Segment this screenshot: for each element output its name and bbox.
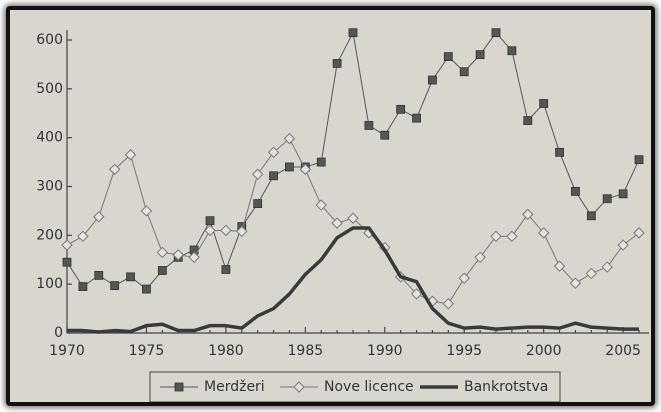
data-point: [220, 224, 232, 237]
data-point: [251, 168, 264, 180]
data-point: [221, 265, 231, 274]
data-point: [78, 282, 88, 292]
data-point: [601, 261, 613, 273]
data-point: [332, 59, 342, 68]
data-point: [299, 163, 312, 176]
data-point: [490, 230, 502, 243]
data-point: [269, 171, 278, 181]
data-point: [157, 266, 167, 275]
x-tick-label: 1970: [49, 343, 85, 359]
y-tick-label: 500: [36, 81, 63, 97]
y-tick-label: 400: [36, 130, 63, 146]
legend: Merdžeri Nove licence Bankrotstva: [149, 371, 561, 402]
data-point: [236, 225, 248, 238]
data-point: [474, 251, 486, 264]
series-line: [66, 32, 640, 290]
data-point: [315, 199, 327, 211]
x-tick-label: 2000: [526, 343, 562, 359]
legend-label: Merdžeri: [204, 379, 265, 395]
data-point: [285, 162, 294, 172]
data-point: [140, 205, 153, 217]
data-point: [93, 211, 105, 223]
data-point: [124, 149, 137, 161]
data-point: [110, 281, 120, 291]
data-point: [188, 251, 200, 264]
data-point: [507, 46, 517, 56]
data-point: [602, 194, 612, 204]
data-point: [428, 75, 437, 85]
data-point: [172, 249, 184, 261]
data-point: [553, 260, 566, 272]
data-point: [585, 267, 598, 280]
data-point: [347, 212, 359, 224]
data-point: [491, 28, 501, 38]
data-point: [267, 146, 280, 159]
data-point: [458, 272, 470, 285]
data-point: [443, 52, 453, 62]
data-point: [62, 257, 72, 267]
y-tick-label: 200: [36, 227, 63, 243]
legend-box: [149, 371, 561, 402]
data-point: [537, 227, 550, 239]
data-point: [523, 116, 533, 125]
data-point: [617, 239, 629, 251]
x-tick-label: 1990: [367, 343, 403, 359]
data-point: [156, 246, 169, 259]
data-point: [77, 230, 89, 243]
x-tick-label: 1975: [129, 343, 165, 359]
x-tick-label: 1995: [446, 343, 482, 359]
data-point: [586, 211, 596, 221]
y-tick-label: 100: [36, 276, 63, 292]
photo-frame: 0 100 200 300 400 500 600 1970 1975 1980 1985 1990 1…: [6, 6, 655, 406]
chart: 0 100 200 300 400 500 600 1970 1975 1980 1985 1990 1…: [36, 28, 649, 402]
data-point: [316, 157, 326, 167]
data-point: [142, 284, 151, 294]
x-tick-label: 2005: [605, 343, 641, 359]
data-point: [348, 28, 358, 38]
legend-label: Nove licence: [324, 379, 414, 395]
y-tick-label: 300: [36, 179, 63, 195]
data-point: [633, 227, 645, 239]
data-point: [442, 297, 455, 310]
data-point: [380, 130, 390, 140]
data-point: [506, 230, 518, 243]
legend-label: Bankrotstva: [464, 379, 548, 395]
data-point: [522, 208, 534, 221]
data-point: [412, 113, 421, 123]
data-point: [61, 239, 73, 251]
data-point: [459, 67, 469, 77]
data-point: [253, 199, 263, 208]
x-tick-label: 1980: [208, 343, 244, 359]
data-point: [569, 277, 582, 289]
data-point: [108, 163, 121, 176]
data-point: [539, 99, 549, 108]
data-point: [634, 155, 644, 165]
y-tick-label: 0: [54, 325, 63, 341]
data-point: [94, 270, 104, 280]
data-point: [126, 272, 135, 282]
x-tick-label: 1985: [288, 343, 324, 359]
data-point: [331, 217, 343, 229]
data-point: [204, 224, 216, 237]
data-point: [283, 132, 296, 145]
data-point: [205, 216, 215, 226]
legend-marker: [293, 381, 305, 393]
data-point: [618, 189, 628, 199]
series-line: [67, 226, 639, 334]
legend-marker: [174, 382, 184, 392]
data-point: [555, 147, 564, 157]
data-point: [571, 186, 580, 196]
data-point: [396, 104, 406, 114]
data-point: [410, 288, 423, 300]
data-point: [364, 121, 374, 130]
data-point: [475, 50, 485, 60]
y-tick-label: 600: [36, 32, 63, 48]
